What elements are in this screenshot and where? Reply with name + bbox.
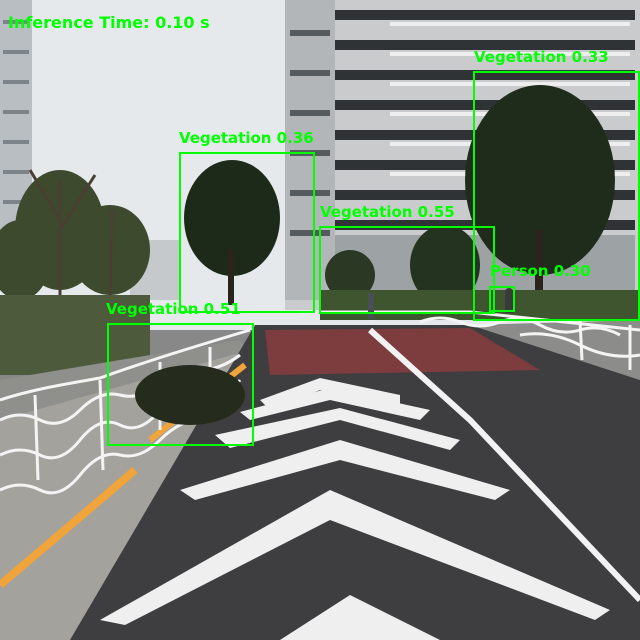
detection-box-vegetation-1 <box>179 152 315 313</box>
detection-box-vegetation-2 <box>319 226 495 314</box>
detection-label-vegetation-1: Vegetation 0.36 <box>179 129 314 147</box>
detection-box-person <box>489 286 515 312</box>
inference-time-label: Inference Time: 0.10 s <box>8 13 210 32</box>
detection-box-vegetation-4 <box>107 323 254 446</box>
detection-label-person: Person 0.30 <box>490 262 591 280</box>
detection-label-vegetation-3: Vegetation 0.33 <box>474 48 609 66</box>
detection-box-vegetation-3 <box>473 71 640 321</box>
detection-label-vegetation-4: Vegetation 0.51 <box>106 300 241 318</box>
detection-label-vegetation-2: Vegetation 0.55 <box>320 203 455 221</box>
